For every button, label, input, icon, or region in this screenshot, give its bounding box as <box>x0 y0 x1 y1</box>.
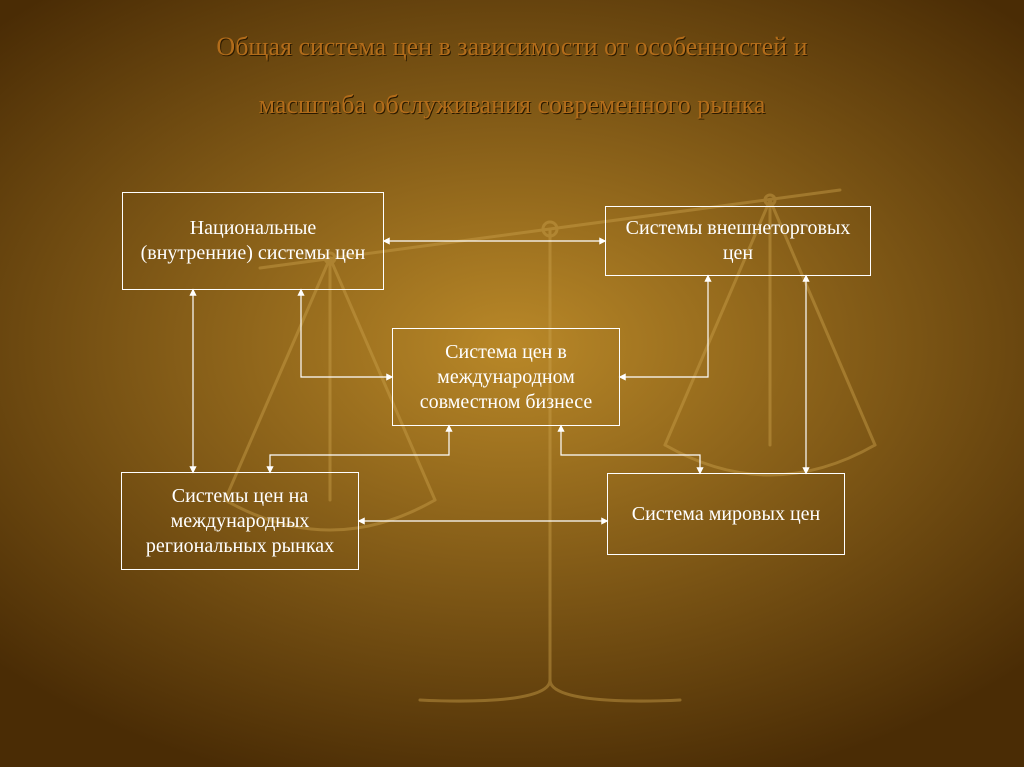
node-national: Национальные (внутренние) системы цен <box>122 192 384 290</box>
slide: Общая система цен в зависимости от особе… <box>0 0 1024 767</box>
node-world: Система мировых цен <box>607 473 845 555</box>
node-regional: Системы цен на международных региональны… <box>121 472 359 570</box>
node-foreign-trade: Системы внешнеторговых цен <box>605 206 871 276</box>
node-intl-joint: Система цен в международном совместном б… <box>392 328 620 426</box>
